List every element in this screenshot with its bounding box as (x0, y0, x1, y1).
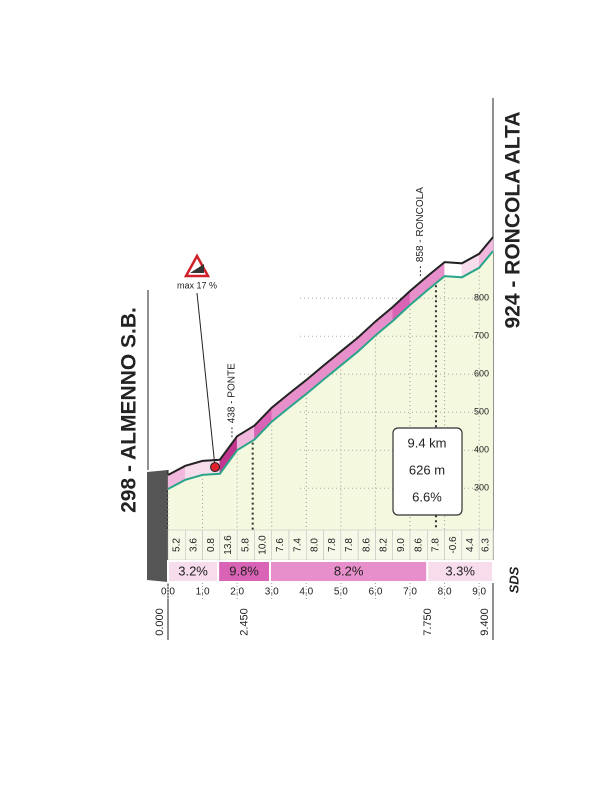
gradient-label: 8.6 (361, 538, 372, 552)
summary-gradient: 6.6% (412, 489, 442, 504)
y-tick-label: 400 (474, 445, 489, 455)
sector-label: 3.2% (178, 563, 208, 578)
gradient-label: 8.0 (310, 538, 321, 552)
gradient-label: 6.3 (481, 538, 492, 552)
y-tick-label: 300 (474, 483, 489, 493)
y-tick-label: 500 (474, 407, 489, 417)
gradient-label: 8.6 (413, 538, 424, 552)
gradient-label: 13.6 (223, 535, 234, 555)
gradient-label: 7.8 (431, 538, 442, 552)
y-tick-label: 700 (474, 331, 489, 341)
marker-label: 9.400 (479, 608, 491, 636)
annotation-label: 438 - PONTE (227, 363, 238, 423)
start-label: 298 - ALMENNO S.B. (118, 307, 141, 513)
max-gradient-line (196, 292, 216, 468)
gradient-label: 7.4 (292, 538, 303, 552)
gradient-label: 10.0 (258, 535, 269, 555)
slope-band (444, 261, 463, 278)
gradient-label: -0.6 (448, 536, 459, 554)
summary-gain: 626 m (409, 462, 445, 477)
sector-label: 8.2% (334, 563, 364, 578)
gradient-label: 4.4 (465, 538, 476, 552)
finish-label: 924 - RONCOLA ALTA (502, 111, 525, 328)
gradient-label: 8.2 (379, 538, 390, 552)
max-gradient-label: max 17 % (177, 280, 217, 290)
gradient-label: 9.0 (396, 538, 407, 552)
annotation-label: 858 - RONCOLA (415, 187, 426, 262)
gradient-label: 7.8 (344, 538, 355, 552)
y-tick-label: 800 (474, 293, 489, 303)
profile-line (167, 250, 494, 490)
marker-label: 7.750 (422, 608, 434, 636)
summary-box: 9.4 km 626 m 6.6% (392, 427, 463, 516)
sector-label: 3.3% (445, 563, 475, 578)
profile-top (167, 236, 494, 476)
gradient-label: 3.6 (189, 538, 200, 552)
start-pedestal (147, 470, 168, 582)
marker-label: 2.450 (239, 608, 251, 636)
marker-label: 0.000 (154, 608, 166, 636)
y-tick-label: 600 (474, 369, 489, 379)
gradient-label: 5.8 (240, 538, 251, 552)
summary-frame (392, 427, 463, 516)
sector-bar (426, 560, 494, 583)
gradient-label: 5.2 (171, 538, 182, 552)
gradient-label: 7.8 (327, 538, 338, 552)
warning-slope (190, 264, 204, 273)
max-gradient-point (210, 462, 221, 473)
logo: SDS (506, 566, 521, 593)
sector-label: 9.8% (229, 563, 259, 578)
gradient-label: 7.6 (275, 538, 286, 552)
gradient-label: 0.8 (206, 538, 217, 552)
summary-length: 9.4 km (407, 435, 446, 450)
